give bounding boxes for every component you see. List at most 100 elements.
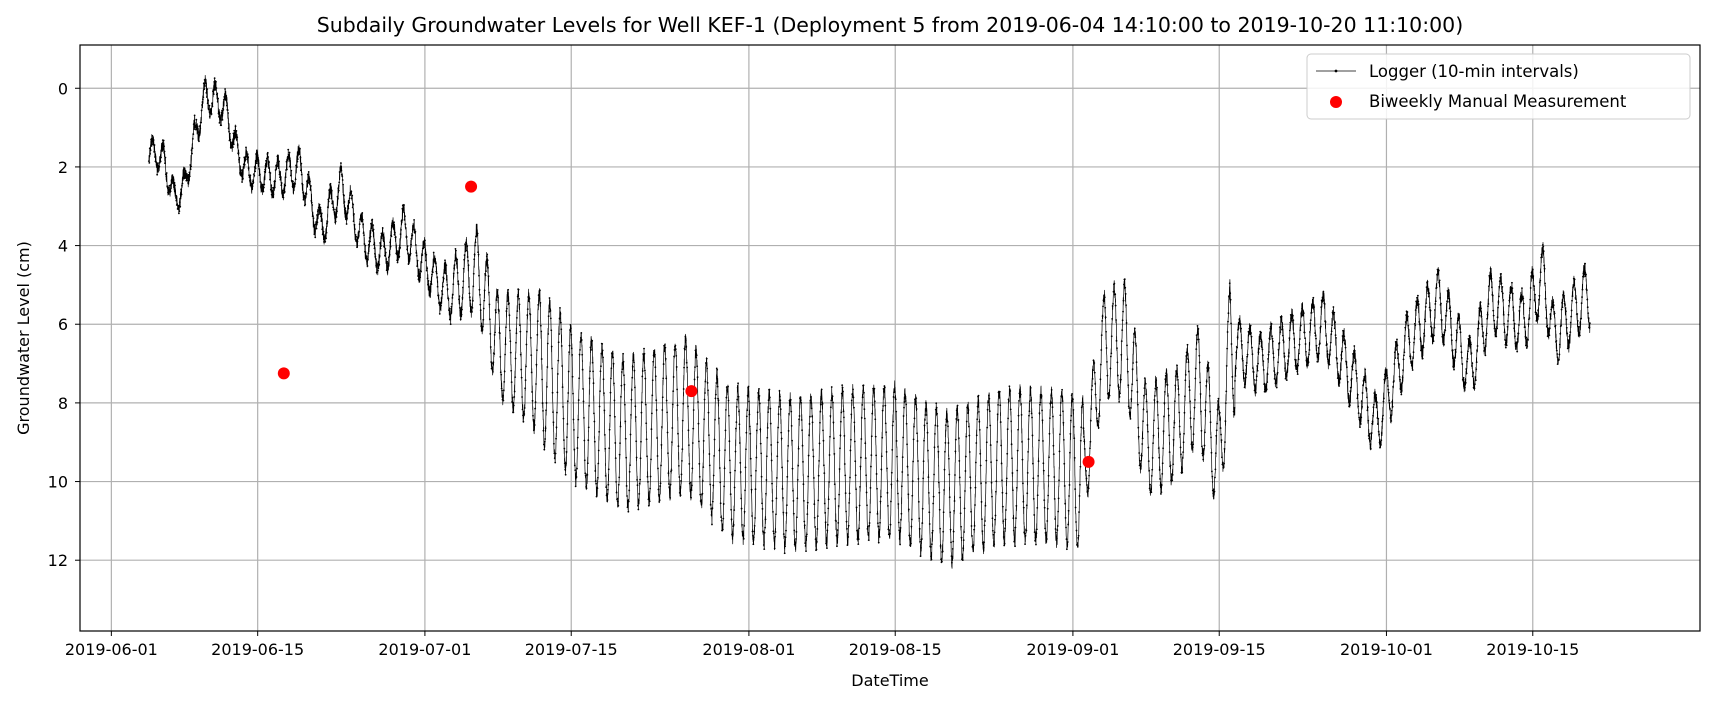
logger-point xyxy=(1299,329,1302,332)
logger-point xyxy=(535,363,538,366)
logger-point xyxy=(921,507,924,510)
logger-point xyxy=(911,494,914,497)
logger-point xyxy=(1168,451,1171,454)
logger-point xyxy=(861,404,864,406)
logger-point xyxy=(651,394,654,397)
logger-point xyxy=(840,392,843,395)
logger-point xyxy=(894,398,897,401)
logger-point xyxy=(1059,414,1062,417)
logger-point xyxy=(960,525,962,528)
logger-point xyxy=(1250,332,1252,334)
logger-point xyxy=(1078,495,1081,497)
logger-point xyxy=(233,131,236,134)
logger-point xyxy=(1201,454,1204,457)
logger-point xyxy=(1080,406,1083,409)
logger-point xyxy=(346,211,349,214)
logger-point xyxy=(1036,506,1039,509)
logger-point xyxy=(1493,319,1495,322)
logger-point xyxy=(866,504,868,507)
logger-point xyxy=(224,88,226,90)
logger-point xyxy=(363,243,366,245)
logger-point xyxy=(1480,315,1483,318)
logger-point xyxy=(1114,304,1117,307)
logger-point xyxy=(617,504,620,507)
logger-point xyxy=(513,396,516,398)
logger-point xyxy=(468,292,471,295)
logger-point xyxy=(1406,311,1409,313)
logger-point xyxy=(1196,338,1198,341)
logger-point xyxy=(620,395,622,398)
logger-point xyxy=(804,545,807,547)
logger-point xyxy=(621,368,624,371)
logger-point xyxy=(1467,337,1470,340)
logger-point xyxy=(1095,406,1097,409)
logger-point xyxy=(978,429,981,431)
logger-point xyxy=(738,442,741,444)
logger-point xyxy=(782,497,784,499)
logger-point xyxy=(1442,342,1445,345)
logger-point xyxy=(1126,344,1128,347)
logger-point xyxy=(674,348,677,351)
logger-point xyxy=(629,464,631,467)
logger-point xyxy=(1217,406,1220,408)
logger-point xyxy=(1058,479,1060,482)
logger-point xyxy=(1401,376,1404,379)
logger-point xyxy=(1041,409,1043,412)
logger-point xyxy=(1023,532,1026,535)
logger-point xyxy=(566,436,568,439)
logger-point xyxy=(1492,314,1495,317)
logger-point xyxy=(369,240,371,243)
logger-point xyxy=(594,480,597,482)
logger-point xyxy=(1357,405,1360,408)
logger-point xyxy=(448,307,451,310)
logger-point xyxy=(238,156,241,159)
logger-point xyxy=(593,412,595,415)
logger-point xyxy=(1569,331,1572,333)
logger-point xyxy=(1252,371,1255,373)
logger-point xyxy=(1172,438,1175,441)
logger-point xyxy=(529,313,532,316)
logger-point xyxy=(364,244,367,247)
logger-point xyxy=(1123,283,1125,286)
logger-point xyxy=(845,520,848,523)
logger-point xyxy=(1081,401,1084,404)
logger-point xyxy=(299,156,302,159)
logger-point xyxy=(700,501,702,503)
logger-point xyxy=(886,467,888,470)
logger-point xyxy=(230,144,233,147)
logger-point xyxy=(276,154,279,157)
logger-point xyxy=(1390,409,1393,412)
logger-point xyxy=(1555,339,1558,342)
logger-point xyxy=(1065,526,1067,529)
logger-point xyxy=(1438,281,1441,284)
logger-point xyxy=(508,314,511,317)
logger-point xyxy=(1224,402,1227,405)
logger-point xyxy=(1176,375,1179,378)
logger-point xyxy=(1011,472,1014,474)
logger-point xyxy=(782,511,785,514)
logger-point xyxy=(606,488,609,491)
logger-point xyxy=(943,468,946,471)
logger-point xyxy=(1057,497,1060,500)
logger-point xyxy=(1360,400,1363,403)
logger-point xyxy=(565,462,567,465)
logger-point xyxy=(830,399,833,402)
logger-point xyxy=(1187,361,1190,363)
logger-point xyxy=(1086,490,1089,493)
logger-point xyxy=(1170,475,1173,478)
logger-point xyxy=(838,468,841,470)
logger-point xyxy=(1159,484,1162,486)
logger-point xyxy=(537,294,540,296)
logger-point xyxy=(420,270,422,273)
logger-point xyxy=(242,166,245,169)
logger-point xyxy=(1372,414,1374,417)
logger-point xyxy=(1145,393,1148,396)
logger-point xyxy=(186,175,189,177)
logger-point xyxy=(949,528,952,531)
logger-point xyxy=(779,395,781,398)
logger-point xyxy=(502,394,504,397)
logger-point xyxy=(1426,280,1429,283)
logger-point xyxy=(787,430,790,432)
logger-point xyxy=(167,186,170,189)
logger-point xyxy=(1584,262,1586,265)
